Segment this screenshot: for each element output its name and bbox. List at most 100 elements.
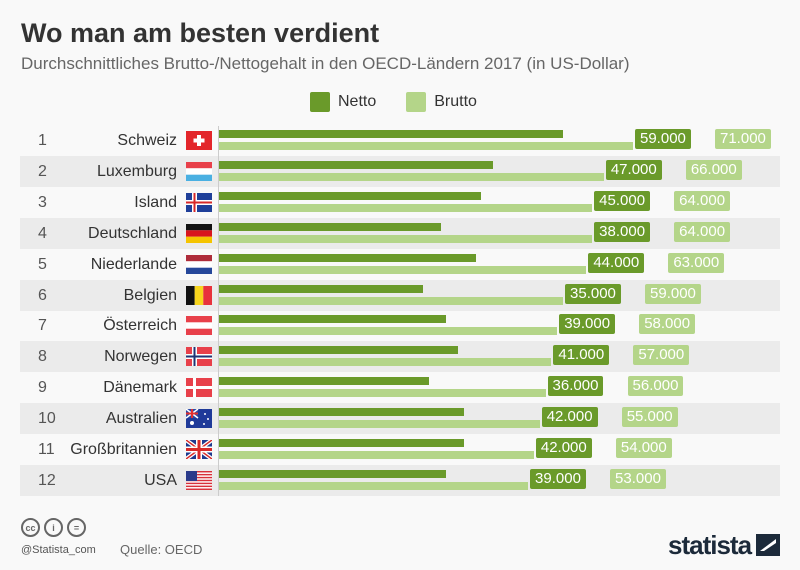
rank-label: 11 (38, 441, 55, 458)
value-label-brutto: 66.000 (685, 159, 742, 180)
no-derivatives-icon: = (67, 518, 86, 537)
chart-row: 8 Norwegen 41.000 57.000 (20, 341, 780, 373)
bar-brutto (219, 481, 529, 490)
legend-label: Brutto (434, 93, 477, 110)
be-flag-icon (186, 285, 212, 305)
attribution-icon: i (44, 518, 63, 537)
nl-flag-icon (186, 254, 212, 274)
bar-brutto (219, 451, 534, 459)
rank-label: 8 (38, 348, 47, 366)
legend-swatch (310, 92, 330, 112)
value-label-brutto: 63.000 (668, 252, 725, 273)
chart-row: 4 Deutschland 38.000 64.000 (20, 217, 780, 249)
au-flag-icon (186, 409, 212, 429)
country-label: Deutschland (88, 224, 177, 242)
legend-item-netto: Netto (310, 92, 376, 112)
value-label-brutto: 64.000 (674, 190, 731, 211)
is-flag-icon (186, 192, 212, 212)
bar-brutto (219, 389, 546, 398)
statista-handle[interactable]: @Statista_com (21, 544, 96, 556)
bar-brutto (219, 203, 593, 212)
bar-brutto (219, 234, 593, 243)
legend: Netto Brutto (310, 92, 477, 112)
value-label-brutto: 58.000 (639, 314, 696, 335)
chart-subtitle: Durchschnittliches Brutto-/Nettogehalt i… (21, 54, 630, 73)
statista-logo: statista (668, 530, 752, 560)
chart-row: 1 Schweiz 59.000 71.000 (20, 125, 780, 156)
value-label-netto: 41.000 (553, 345, 610, 366)
chart-row: 6 Belgien 35.000 59.000 (20, 279, 780, 311)
rank-label: 6 (38, 286, 47, 304)
country-label: Australien (105, 410, 177, 428)
value-label-netto: 44.000 (588, 252, 645, 273)
dk-flag-icon (186, 378, 212, 398)
value-label-brutto: 64.000 (674, 221, 731, 242)
country-label: Österreich (103, 317, 177, 335)
rank-label: 9 (38, 379, 47, 397)
us-flag-icon (186, 470, 212, 490)
chart-row: 9 Dänemark 36.000 56.000 (20, 372, 780, 403)
value-label-brutto: 57.000 (633, 345, 690, 366)
rank-label: 2 (38, 162, 47, 180)
chart-row: 7 Österreich 39.000 58.000 (20, 310, 780, 341)
value-label-netto: 36.000 (547, 376, 604, 397)
bar-netto (219, 346, 459, 355)
gb-flag-icon (186, 440, 212, 459)
chart-row: 5 Niederlande 44.000 63.000 (20, 249, 780, 280)
value-label-netto: 39.000 (559, 314, 616, 335)
rank-label: 12 (38, 471, 56, 489)
at-flag-icon (186, 316, 212, 336)
bar-brutto (219, 296, 564, 305)
chart-row: 10 Australien 42.000 55.000 (20, 403, 780, 435)
value-label-netto: 45.000 (594, 190, 651, 211)
bar-netto (219, 408, 464, 417)
value-label-netto: 42.000 (535, 438, 592, 458)
value-label-brutto: 56.000 (627, 376, 684, 397)
legend-swatch (406, 92, 427, 112)
bar-netto (219, 377, 429, 386)
chart-row: 12 USA 39.000 53.000 (20, 464, 780, 496)
bar-netto (219, 284, 424, 293)
license-icons: cc i = (21, 518, 86, 537)
country-label: Dänemark (103, 379, 177, 397)
bar-netto (219, 469, 447, 478)
value-label-brutto: 71.000 (715, 129, 771, 149)
rank-label: 1 (38, 132, 47, 149)
bar-netto (219, 130, 564, 138)
value-label-brutto: 54.000 (615, 438, 672, 458)
value-label-netto: 39.000 (530, 468, 586, 489)
rank-label: 10 (38, 410, 56, 428)
bar-brutto (219, 265, 587, 274)
bar-brutto (219, 327, 558, 336)
country-label: USA (144, 471, 177, 489)
country-label: Island (134, 193, 177, 211)
country-label: Luxemburg (96, 162, 177, 180)
value-label-netto: 47.000 (605, 159, 662, 180)
bar-netto (219, 253, 476, 262)
bar-netto (219, 160, 494, 169)
bar-netto (219, 191, 482, 200)
country-label: Norwegen (104, 348, 177, 366)
statista-logo-icon (756, 534, 780, 556)
value-label-netto: 42.000 (541, 407, 598, 428)
rank-label: 5 (38, 255, 47, 273)
axis-line (218, 126, 219, 496)
chart-row: 2 Luxemburg 47.000 66.000 (20, 155, 780, 187)
country-label: Niederlande (90, 255, 177, 273)
cc-icon: cc (21, 518, 40, 537)
value-label-brutto: 55.000 (621, 407, 678, 428)
bar-brutto (219, 142, 633, 150)
legend-item-brutto: Brutto (406, 92, 477, 112)
ch-flag-icon (186, 131, 212, 150)
de-flag-icon (186, 223, 212, 243)
value-label-netto: 38.000 (594, 221, 651, 242)
lu-flag-icon (186, 161, 212, 181)
legend-label: Netto (338, 93, 377, 110)
chart-title: Wo man am besten verdient (21, 18, 380, 48)
country-label: Schweiz (117, 132, 177, 149)
bar-netto (219, 439, 464, 447)
country-label: Großbritannien (70, 441, 177, 458)
value-label-brutto: 59.000 (645, 283, 701, 304)
bar-netto (219, 315, 447, 324)
